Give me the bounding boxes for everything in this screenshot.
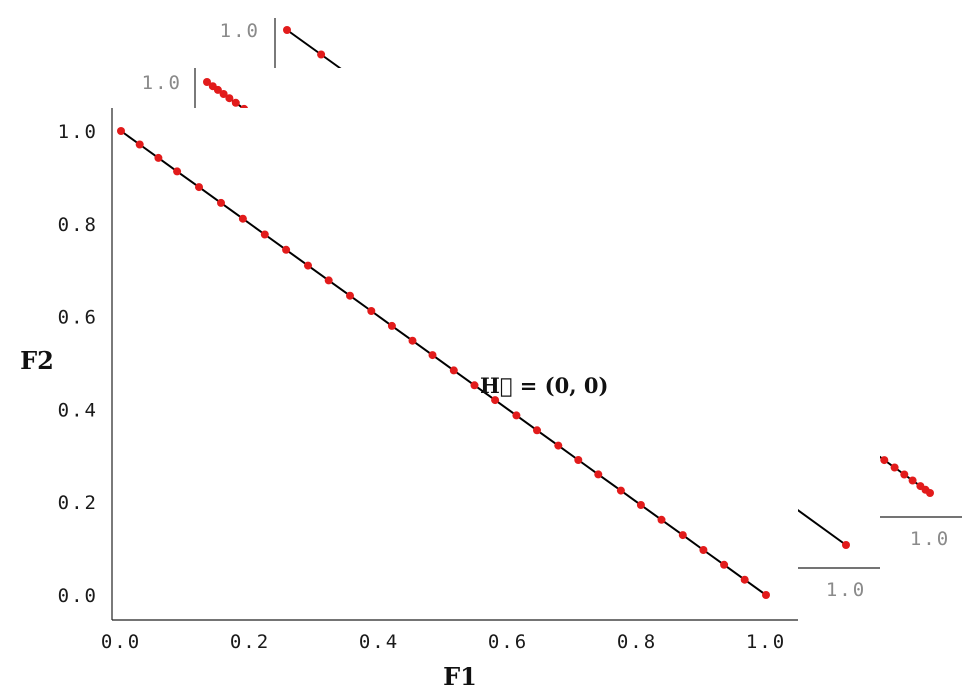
pareto-point <box>225 94 234 103</box>
pareto-point <box>213 85 222 94</box>
pareto-point <box>554 441 563 450</box>
pareto-point <box>135 140 144 149</box>
pareto-point <box>231 98 240 107</box>
x-tick-label: 0.6 <box>488 631 528 653</box>
pareto-point <box>512 411 521 420</box>
y-axis-title: F2 <box>20 346 54 375</box>
weight-annotation: H⃗ = (0, 0) <box>480 373 608 398</box>
pareto-point <box>678 531 687 540</box>
pareto-point <box>195 183 203 192</box>
pareto-point <box>283 26 291 34</box>
pareto-point <box>533 426 541 435</box>
x-tick-label: 0.2 <box>230 631 270 653</box>
y-tick-label: 0.2 <box>58 492 98 514</box>
pareto-point <box>367 307 376 315</box>
pareto-point <box>842 541 850 549</box>
pareto-point <box>282 245 291 254</box>
pareto-point <box>491 396 500 405</box>
panel-h-0-0: 0.0 0.2 0.4 0.6 0.8 1.0 0.0 0.2 0.4 0.6 0.8 1.0 H⃗ =… <box>58 108 798 653</box>
pareto-point <box>203 78 211 86</box>
pareto-point <box>908 476 917 485</box>
pareto-point <box>238 214 247 223</box>
pareto-point <box>880 456 889 465</box>
pareto-point <box>636 501 645 509</box>
x-tick-label: 1.0 <box>746 631 786 653</box>
y-tick-label: 1.0 <box>142 72 182 94</box>
x-tick-label: 0.0 <box>101 631 141 653</box>
pareto-point <box>449 366 458 375</box>
x-tick-label: 0.4 <box>359 631 399 653</box>
pareto-point <box>657 515 666 524</box>
x-axis-title: F1 <box>443 662 477 690</box>
pareto-point <box>428 351 437 360</box>
pareto-point <box>762 591 770 599</box>
pareto-front-line <box>120 130 767 596</box>
pareto-point <box>699 546 708 554</box>
pareto-point <box>324 276 333 285</box>
pareto-point <box>317 50 326 59</box>
pareto-point <box>470 381 479 390</box>
pareto-point <box>217 198 225 207</box>
x-tick-label: 0.8 <box>617 631 657 653</box>
pareto-point <box>173 167 182 176</box>
pareto-point <box>926 489 934 497</box>
y-tick-label: 1.0 <box>220 20 260 42</box>
pareto-point <box>720 560 729 569</box>
pareto-point <box>890 463 899 472</box>
pareto-point <box>387 321 396 330</box>
pareto-point <box>154 153 163 162</box>
y-tick-label: 0.4 <box>58 399 98 421</box>
pareto-point <box>594 470 603 479</box>
pareto-point <box>900 470 909 479</box>
y-tick-label: 0.8 <box>58 214 98 236</box>
y-tick-label: 1.0 <box>58 121 98 143</box>
pareto-point <box>219 90 228 98</box>
y-tick-label: 0.6 <box>58 307 98 329</box>
pareto-point <box>304 261 312 270</box>
pareto-point <box>574 456 583 464</box>
x-tick-label: 1.0 <box>910 528 950 550</box>
pareto-point <box>117 127 125 135</box>
pareto-point <box>740 575 749 584</box>
x-tick-label: 1.0 <box>826 579 866 601</box>
y-tick-label: 0.0 <box>58 585 98 607</box>
pareto-point <box>408 336 417 345</box>
pareto-point <box>260 230 269 239</box>
pareto-point <box>616 486 625 495</box>
pareto-point <box>346 291 354 300</box>
